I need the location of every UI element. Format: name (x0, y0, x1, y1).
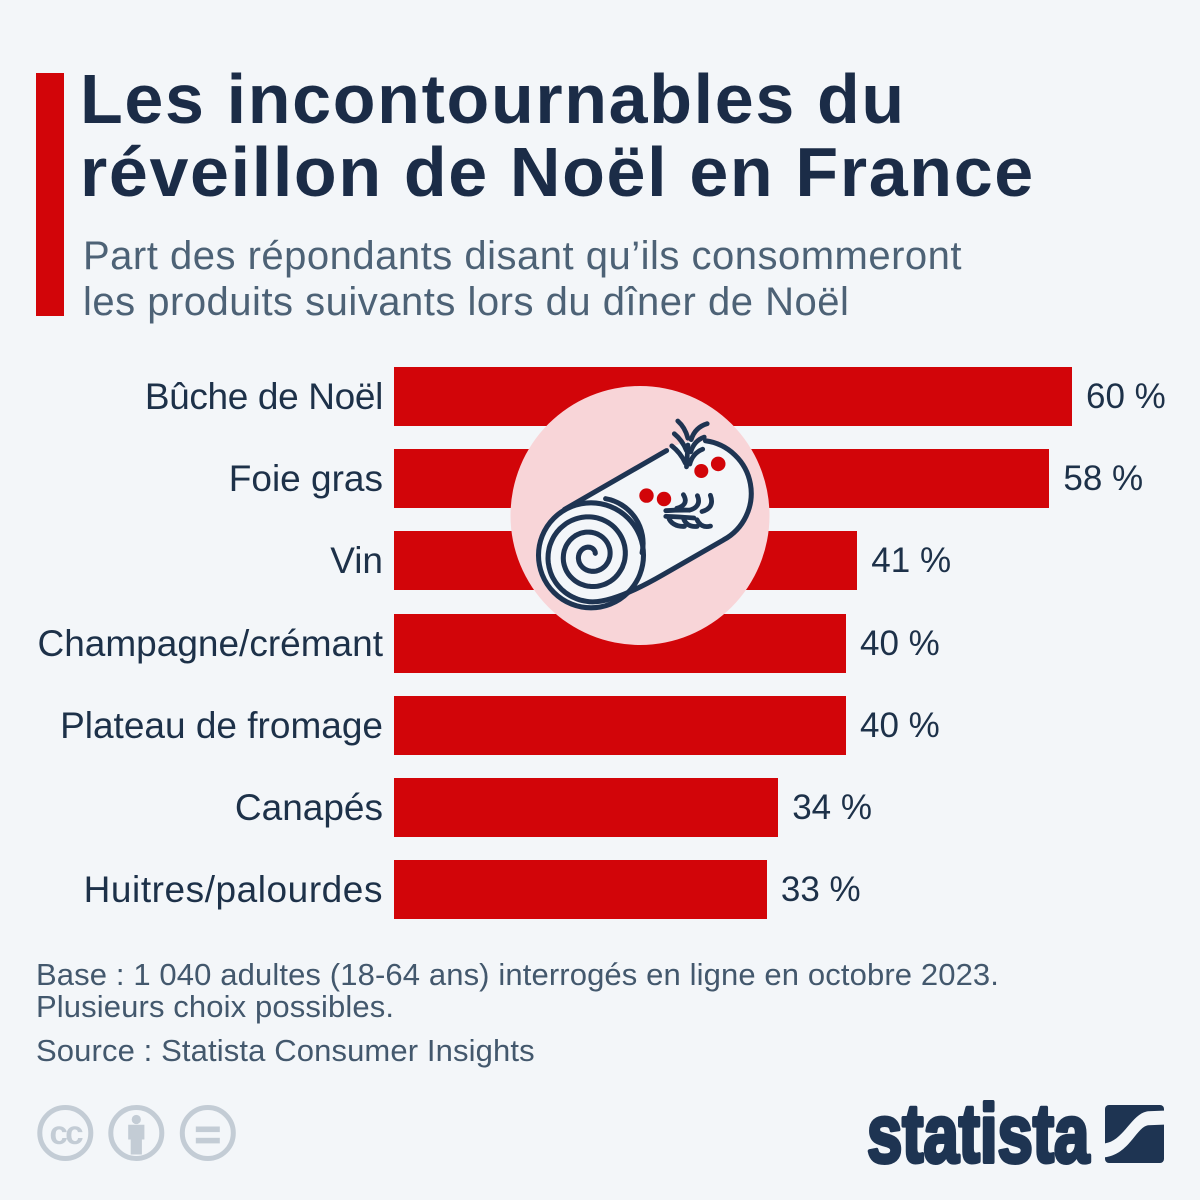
svg-text:statista: statista (867, 1096, 1090, 1166)
svg-text:cc: cc (49, 1114, 83, 1151)
